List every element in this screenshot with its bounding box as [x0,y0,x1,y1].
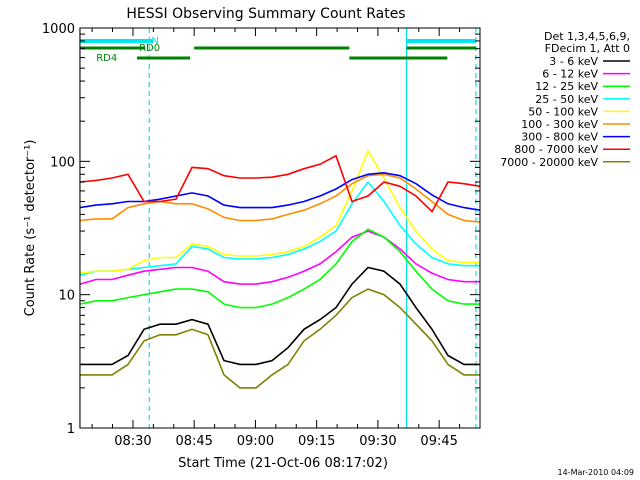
y-tick-label: 1 [67,422,75,437]
series-line-7 [79,154,481,213]
x-axis-label: Start Time (21-Oct-06 08:17:02) [178,456,388,471]
legend-header-line-1: Det 1,3,4,5,6,9, [544,30,630,43]
x-tick-label: 09:15 [298,434,335,449]
x-tick-label: 08:30 [114,434,151,449]
plot-frame [79,27,481,429]
series-line-8 [80,288,480,389]
series-line-0 [80,266,480,366]
series-line-1 [79,230,480,285]
legend-entry-label: 300 - 800 keV [521,131,598,144]
y-tick-label: 1000 [42,22,75,37]
x-tick-label: 09:30 [359,434,396,449]
y-tick-label: 10 [58,289,75,304]
legend-entry-label: 12 - 25 keV [535,80,598,93]
y-tick-label: 100 [50,155,75,170]
legend-entry-label: 25 - 50 keV [535,93,598,106]
legend: Det 1,3,4,5,6,9, FDecim 1, Att 0 3 - 6 k… [500,30,630,169]
legend-entry-label: 800 - 7000 keV [514,143,598,156]
legend-header-line-2: FDecim 1, Att 0 [545,42,630,55]
legend-entry-label: 7000 - 20000 keV [500,156,598,169]
series-line-2 [79,228,480,309]
series-line-4 [79,148,480,274]
legend-entry-label: 3 - 6 keV [549,55,598,68]
x-tick-label: 08:45 [175,434,212,449]
y-axis: 1 10 100 1000 [42,22,480,437]
x-axis: 08:30 08:45 09:00 09:15 09:30 09:45 [91,28,481,449]
chart-title: HESSI Observing Summary Count Rates [126,6,405,22]
legend-entry-label: 50 - 100 keV [528,105,598,118]
x-tick-label: 09:45 [420,434,457,449]
x-tick-label: 09:00 [237,434,274,449]
series-line-3 [79,180,480,276]
legend-entry-label: 100 - 300 keV [521,118,598,131]
legend-entry-label: 6 - 12 keV [542,68,598,81]
flag-label-n: N [151,36,158,47]
flag-label-rd4: RD4 [96,53,117,64]
series-line-5 [79,173,481,223]
y-axis-label: Count Rate (s⁻¹ detector⁻¹) [23,140,38,317]
generated-timestamp: 14-Mar-2010 04:09 [558,468,635,477]
flag-label-rd0: RD0 [139,43,160,54]
